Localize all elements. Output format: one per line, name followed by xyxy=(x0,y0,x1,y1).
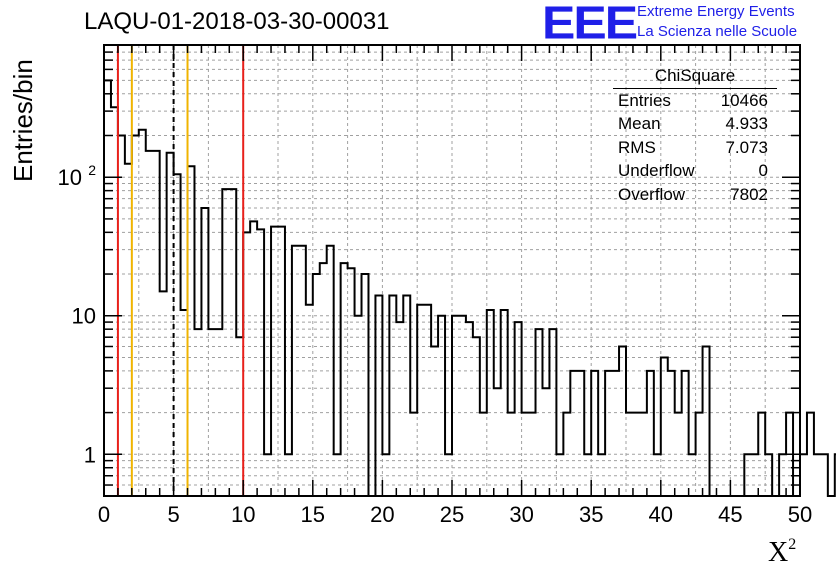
y-tick-label: 1 xyxy=(84,442,96,467)
stats-label: Mean xyxy=(618,114,661,134)
stats-row-underflow: Underflow 0 xyxy=(611,159,777,182)
x-tick-label: 50 xyxy=(788,502,812,527)
x-tick-label: 30 xyxy=(509,502,533,527)
x-axis-label: X2 xyxy=(768,536,796,569)
stats-value: 7802 xyxy=(730,184,768,204)
stats-box: ChiSquare Entries 10466 Mean 4.933 RMS 7… xyxy=(611,66,777,206)
y-tick-label: 10 xyxy=(72,304,96,329)
y-tick-label-sup: 2 xyxy=(88,162,96,178)
x-axis-label-main: X xyxy=(768,537,789,568)
histogram-outline xyxy=(103,79,836,497)
stats-title: ChiSquare xyxy=(613,66,777,89)
reference-lines xyxy=(116,45,245,496)
stats-label: Overflow xyxy=(618,184,686,204)
x-tick-label: 35 xyxy=(579,502,603,527)
stats-label: RMS xyxy=(618,137,656,157)
stats-value: 4.933 xyxy=(725,114,768,134)
tick-labels: 0 5 10 15 20 25 30 35 40 45 50 1 10 10 2 xyxy=(58,162,813,527)
x-tick-label: 0 xyxy=(98,502,110,527)
stats-label: Underflow xyxy=(618,161,695,181)
stats-row-rms: RMS 7.073 xyxy=(611,136,777,159)
eee-logo: EEE xyxy=(542,0,638,49)
x-tick-label: 10 xyxy=(231,502,255,527)
stats-value: 10466 xyxy=(720,91,768,110)
stats-value: 0 xyxy=(758,161,768,181)
x-tick-label: 5 xyxy=(167,502,179,527)
histogram-bars xyxy=(103,79,836,497)
y-axis-label: Entries/bin xyxy=(8,59,38,182)
x-axis-label-sup: 2 xyxy=(788,536,797,553)
axis-ticks xyxy=(103,44,801,497)
x-tick-label: 20 xyxy=(370,502,394,527)
logo-line-2: La Scienza nelle Scuole xyxy=(637,23,798,40)
stats-row-entries: Entries 10466 xyxy=(611,89,777,112)
chart-title: LAQU-01-2018-03-30-00031 xyxy=(84,8,390,35)
y-tick-label: 10 xyxy=(58,165,82,190)
x-tick-label: 40 xyxy=(649,502,673,527)
x-tick-label: 15 xyxy=(301,502,325,527)
x-tick-label: 45 xyxy=(718,502,742,527)
logo-line-1: Extreme Energy Events xyxy=(637,3,795,20)
stats-value: 7.073 xyxy=(725,137,768,157)
x-tick-label: 25 xyxy=(440,502,464,527)
stats-row-mean: Mean 4.933 xyxy=(611,112,777,135)
stats-label: Entries xyxy=(618,91,671,110)
stats-row-overflow: Overflow 7802 xyxy=(611,183,777,206)
